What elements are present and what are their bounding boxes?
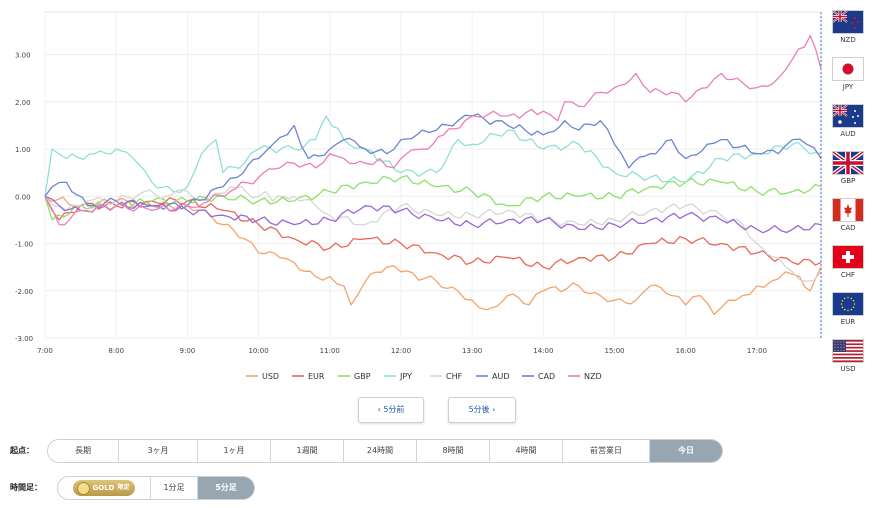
- flag-item-cad: CAD: [826, 198, 870, 243]
- x-tick-label: 13:00: [462, 347, 482, 355]
- y-tick-label: -1.00: [15, 241, 33, 249]
- legend-label-jpy[interactable]: JPY: [399, 372, 412, 381]
- series-line-usd: [44, 195, 822, 316]
- chart-legend[interactable]: USD EUR GBP JPY CHF AUD CAD NZD: [246, 372, 602, 381]
- legend-label-nzd[interactable]: NZD: [584, 372, 602, 381]
- gold-limited-badge[interactable]: GOLD 限定: [58, 477, 151, 499]
- gb-flag-icon: [832, 151, 864, 175]
- legend-label-usd[interactable]: USD: [262, 372, 279, 381]
- us-flag-icon: [832, 339, 864, 363]
- x-tick-label: 8:00: [108, 347, 124, 355]
- chart-axes: 3.00 2.00 1.00 0.00 -1.00 -2.00 -3.00 7:00 8:00 9…: [15, 12, 822, 355]
- start-option[interactable]: 1ヶ月: [198, 440, 271, 462]
- start-option[interactable]: 長期: [48, 440, 119, 462]
- start-option[interactable]: 1週間: [271, 440, 344, 462]
- series-line-chf: [44, 186, 822, 282]
- start-point-selector[interactable]: 長期 3ヶ月 1ヶ月 1週間 24時間 8時間 4時間 前営業日 今日: [47, 439, 723, 463]
- x-tick-label: 17:00: [747, 347, 767, 355]
- flag-code-label: USD: [840, 365, 856, 373]
- flag-code-label: CHF: [840, 271, 856, 279]
- jp-flag-icon: [832, 57, 864, 81]
- y-tick-label: -3.00: [15, 335, 33, 343]
- interval-selector[interactable]: GOLD 限定 1分足 5分足: [57, 476, 255, 500]
- plot-frame: [44, 11, 822, 339]
- series-line-cad: [44, 195, 822, 234]
- start-option[interactable]: 24時間: [344, 440, 417, 462]
- nz-flag-icon: [832, 10, 864, 34]
- series-line-aud: [44, 113, 822, 210]
- start-point-label: 起点：: [10, 446, 34, 455]
- flag-code-label: CAD: [840, 224, 856, 232]
- currency-flag-column: NZD JPY AUD GBP CAD CHF EUR USD: [826, 8, 870, 384]
- chart-series: [44, 34, 822, 316]
- legend-label-cad[interactable]: CAD: [538, 372, 555, 381]
- legend-label-chf[interactable]: CHF: [446, 372, 463, 381]
- ch-flag-icon: [832, 245, 864, 269]
- flag-item-aud: AUD: [826, 104, 870, 149]
- interval-option[interactable]: 5分足: [198, 477, 254, 499]
- x-tick-label: 14:00: [533, 347, 553, 355]
- eu-flag-icon: [832, 292, 864, 316]
- interval-label: 時間足：: [10, 483, 42, 492]
- y-tick-label: 0.00: [15, 193, 31, 201]
- x-tick-label: 12:00: [391, 347, 411, 355]
- y-tick-label: 2.00: [15, 99, 31, 107]
- x-tick-label: 15:00: [604, 347, 624, 355]
- flag-item-jpy: JPY: [826, 57, 870, 102]
- series-line-gbp: [44, 174, 822, 221]
- start-option[interactable]: 前営業日: [563, 440, 650, 462]
- start-option[interactable]: 今日: [650, 440, 722, 462]
- x-tick-label: 16:00: [676, 347, 696, 355]
- start-option[interactable]: 8時間: [417, 440, 490, 462]
- series-line-eur: [44, 196, 822, 270]
- flag-code-label: GBP: [840, 177, 856, 185]
- x-tick-label: 11:00: [320, 347, 340, 355]
- chart-grid: [44, 11, 822, 339]
- y-tick-label: 1.00: [15, 146, 31, 154]
- series-line-jpy: [44, 115, 822, 197]
- prev-5min-button[interactable]: ‹ 5分前: [358, 397, 424, 423]
- flag-item-eur: EUR: [826, 292, 870, 337]
- flag-item-gbp: GBP: [826, 151, 870, 196]
- next-5min-button[interactable]: 5分後 ›: [448, 397, 516, 423]
- y-tick-label: -2.00: [15, 288, 33, 296]
- legend-label-gbp[interactable]: GBP: [354, 372, 371, 381]
- flag-code-label: JPY: [842, 83, 854, 91]
- ca-flag-icon: [832, 198, 864, 222]
- x-tick-label: 7:00: [37, 347, 53, 355]
- flag-item-nzd: NZD: [826, 10, 870, 55]
- legend-label-aud[interactable]: AUD: [492, 372, 510, 381]
- currency-strength-chart: 3.00 2.00 1.00 0.00 -1.00 -2.00 -3.00 7:00 8:00 9…: [15, 11, 822, 381]
- y-tick-label: 3.00: [15, 52, 31, 60]
- start-option[interactable]: 4時間: [490, 440, 563, 462]
- interval-option[interactable]: 1分足: [151, 477, 198, 499]
- legend-label-eur[interactable]: EUR: [308, 372, 325, 381]
- au-flag-icon: [832, 104, 864, 128]
- x-tick-label: 9:00: [180, 347, 196, 355]
- start-option[interactable]: 3ヶ月: [119, 440, 198, 462]
- gold-coin-icon: [76, 481, 90, 495]
- flag-item-chf: CHF: [826, 245, 870, 290]
- series-line-nzd: [44, 34, 822, 226]
- flag-item-usd: USD: [826, 339, 870, 384]
- flag-code-label: NZD: [840, 36, 856, 44]
- flag-code-label: EUR: [840, 318, 856, 326]
- x-tick-label: 10:00: [248, 347, 268, 355]
- flag-code-label: AUD: [840, 130, 856, 138]
